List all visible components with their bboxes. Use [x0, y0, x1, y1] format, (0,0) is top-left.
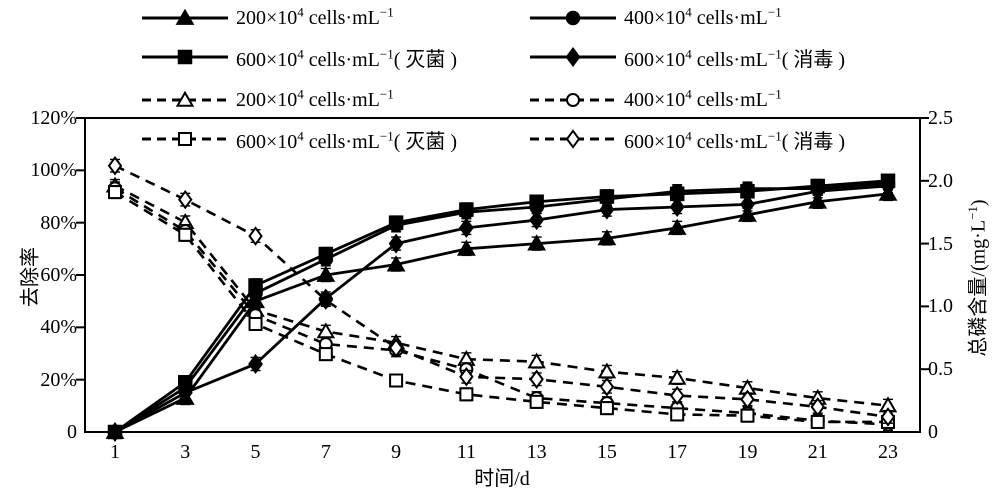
legend-label-removal-200: 200×104 cells·mL−1	[236, 3, 394, 29]
y-left-tick-label: 60%	[40, 264, 77, 286]
x-tick-label: 23	[878, 441, 898, 463]
x-tick-label: 11	[456, 441, 476, 463]
x-tick-label: 7	[320, 441, 331, 463]
y-left-tick-label: 120%	[30, 107, 77, 129]
legend-item-tp-600-sterilized: 600×104 cells·mL−1( 灭菌 )	[140, 126, 458, 153]
markers-removal-600-sterilized-square-icon	[107, 173, 896, 440]
y-right-tick-label: 1.5	[928, 232, 953, 255]
x-tick-label: 13	[526, 441, 547, 463]
legend-sample-solid-triangle-icon	[142, 8, 228, 25]
y-left-tick-label: 0	[67, 421, 77, 443]
axis-ticks	[76, 117, 929, 381]
y-left-tick-label: 40%	[40, 316, 77, 339]
right-axis-title-close: )	[967, 199, 990, 207]
x-tick-label: 5	[250, 441, 261, 463]
legend-label-tp-600-disinfected: 600×104 cells·mL−1( 消毒 )	[624, 127, 846, 153]
legend-item-removal-200: 200×104 cells·mL−1	[140, 5, 394, 31]
legend-sample-solid-square-icon	[142, 49, 228, 65]
legend-label-tp-200: 200×104 cells·mL−1	[236, 85, 394, 111]
x-tick-label: 3	[180, 441, 191, 463]
series-tp-600-disinfected	[107, 155, 896, 427]
legend-item-removal-400: 400×104 cells·mL−1	[528, 5, 782, 31]
legend-sample-dashed-circle-icon	[530, 93, 616, 107]
y-right-tick-label: 2.5	[928, 107, 953, 129]
y-left-tick-label: 80%	[40, 211, 77, 234]
y-right-tick-label: 1.0	[928, 295, 953, 318]
legend-label-removal-400: 400×104 cells·mL−1	[624, 3, 782, 29]
series-removal-600-disinfected	[107, 175, 896, 443]
right-axis-title-base: 总磷含量/(mg·L	[967, 219, 990, 357]
legend-item-removal-600-disinfected: 600×104 cells·mL−1( 消毒 )	[528, 44, 846, 71]
x-tick-label: 1	[110, 441, 120, 463]
markers-tp-600-disinfected-diamond-icon	[107, 155, 896, 427]
right-axis-title-sup: −1	[964, 206, 980, 220]
right-axis-title: 总磷含量/(mg·L−1)	[962, 199, 991, 356]
legend-label-tp-600-sterilized: 600×104 cells·mL−1( 灭菌 )	[236, 127, 458, 153]
legend-label-removal-600-disinfected: 600×104 cells·mL−1( 消毒 )	[624, 45, 846, 71]
markers-removal-600-disinfected-diamond-icon	[107, 175, 896, 443]
left-axis-title: 去除率	[19, 247, 42, 307]
markers-removal-400-circle-icon	[107, 176, 896, 440]
legend-label-tp-400: 400×104 cells·mL−1	[624, 85, 782, 111]
y-right-tick-label: 0	[928, 421, 938, 443]
x-axis-title: 时间/d	[474, 468, 530, 490]
legend-label-removal-600-sterilized: 600×104 cells·mL−1( 灭菌 )	[236, 45, 458, 71]
y-left-tick-label: 20%	[40, 368, 77, 391]
legend-sample-solid-circle-icon	[530, 10, 616, 26]
legend-item-tp-400: 400×104 cells·mL−1	[528, 87, 782, 113]
legend-sample-solid-diamond-icon	[530, 46, 616, 68]
x-tick-label: 17	[667, 441, 688, 463]
y-right-tick-label: 2.0	[928, 169, 953, 192]
error-bars-tp-400	[110, 181, 893, 432]
legend-sample-dashed-triangle-icon	[142, 90, 228, 107]
series-removal-600-sterilized	[107, 173, 896, 440]
x-tick-label: 19	[737, 441, 758, 463]
series-removal-400	[107, 176, 896, 440]
legend-item-tp-200: 200×104 cells·mL−1	[140, 87, 394, 113]
legend-item-removal-600-sterilized: 600×104 cells·mL−1( 灭菌 )	[140, 44, 458, 71]
legend-sample-dashed-diamond-icon	[530, 129, 616, 149]
x-tick-label: 15	[596, 441, 617, 463]
legend-item-tp-600-disinfected: 600×104 cells·mL−1( 消毒 )	[528, 126, 846, 153]
y-right-tick-label: 0.5	[928, 358, 953, 381]
y-left-tick-label: 100%	[30, 159, 77, 182]
x-tick-label: 9	[391, 441, 402, 463]
x-tick-label: 21	[807, 441, 828, 463]
legend-sample-dashed-square-icon	[142, 132, 228, 146]
